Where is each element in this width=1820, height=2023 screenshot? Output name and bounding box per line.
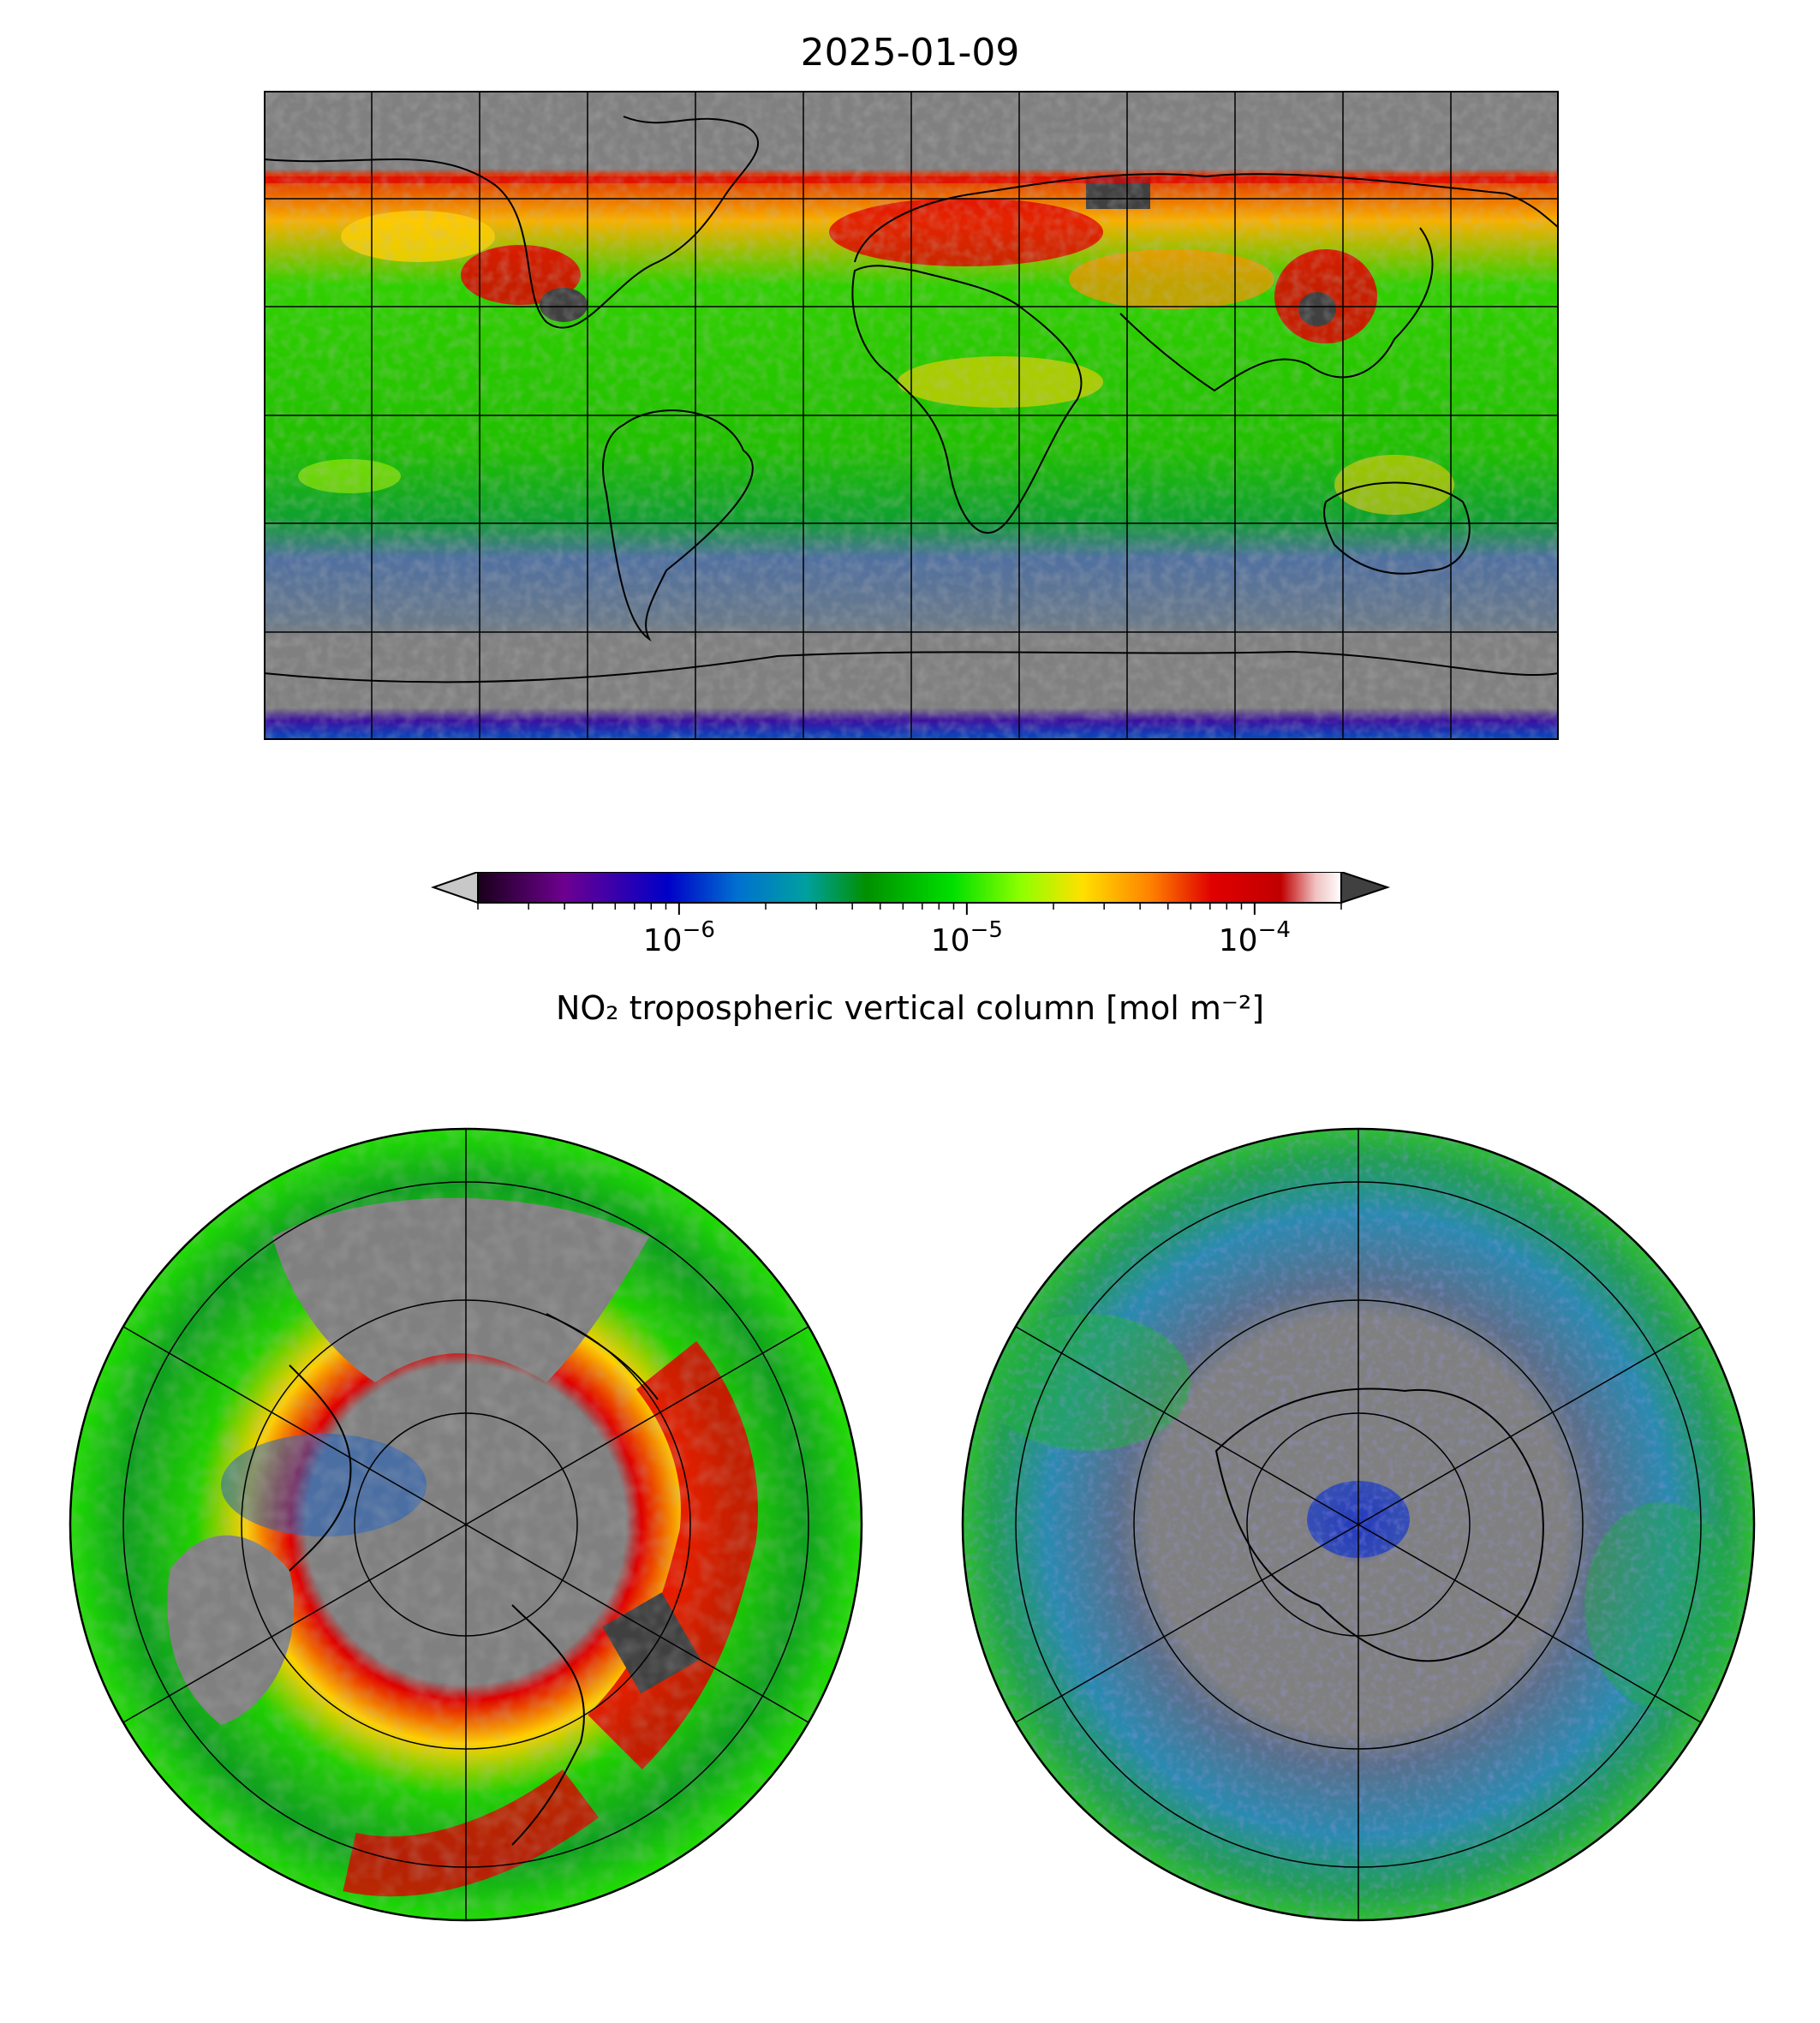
south-polar-graticule [1015,1129,1702,1920]
global-coastlines [264,116,1559,683]
colorbar: 10−6 10−5 10−4 [430,872,1391,958]
colorbar-tick-label: 10−6 [643,917,715,958]
colorbar-label: NO₂ tropospheric vertical column [mol m⁻… [555,989,1265,1027]
colorbar-over-extend [1340,872,1391,904]
global-map [264,91,1559,740]
colorbar-ticks: 10−6 10−5 10−4 [477,903,1342,958]
colorbar-tick-label: 10−4 [1219,917,1291,958]
figure-title: 2025-01-09 [800,31,1020,75]
north-polar-graticule [122,1129,809,1920]
north-polar-map [69,1127,863,1922]
colorbar-gradient [477,872,1342,904]
south-polar-map [961,1127,1756,1922]
global-gridlines [264,91,1559,740]
colorbar-under-extend [430,872,479,904]
colorbar-tick-label: 10−5 [931,917,1003,958]
